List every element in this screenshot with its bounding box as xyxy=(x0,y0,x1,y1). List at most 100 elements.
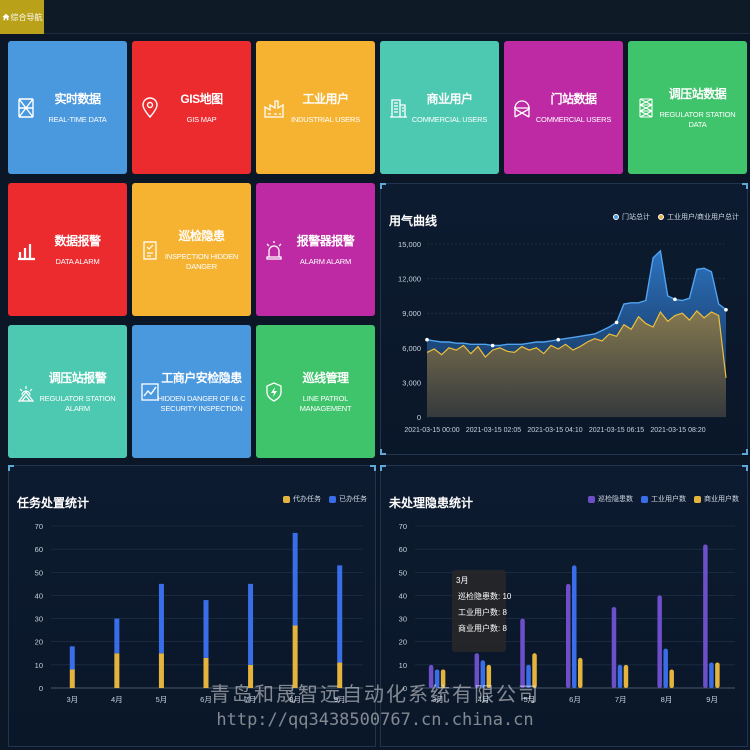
legend-item-done[interactable]: 已办任务 xyxy=(329,494,367,504)
task-stats-panel: 任务处置统计 代办任务 已办任务 0 10 20 30 40 50 60 70 3月 4月 5月 6月… xyxy=(8,465,376,747)
factory-icon xyxy=(264,99,284,118)
bar-inspection xyxy=(474,653,480,688)
map-pin-icon xyxy=(142,96,158,118)
tile-subtitle: INDUSTRIAL USERS xyxy=(290,115,361,124)
tile-subtitle: INSPECTION HIDDEN DANGER xyxy=(164,252,239,271)
x-tick-label: 3月 xyxy=(432,695,444,704)
regulator-tower-icon xyxy=(639,97,653,118)
tile-title: 调压站数据 xyxy=(668,87,727,101)
bar-industrial xyxy=(480,660,486,688)
y-tick-label: 60 xyxy=(35,545,43,554)
tile-text: 巡检隐患 INSPECTION HIDDEN DANGER xyxy=(132,227,251,272)
alarm-station-icon xyxy=(17,385,35,402)
y-tick-label: 0 xyxy=(39,684,43,693)
y-tick-label: 50 xyxy=(399,568,407,577)
tile-subtitle: REGULATOR STATION ALARM xyxy=(39,394,116,413)
y-tick-label: 6,000 xyxy=(402,344,421,353)
tile-text: 实时数据 REAL-TIME DATA xyxy=(8,90,127,125)
home-icon xyxy=(1,13,10,21)
nav-tile-12[interactable]: 巡线管理 LINE PATROL MANAGEMENT xyxy=(256,325,375,458)
tile-subtitle: REAL-TIME DATA xyxy=(48,115,107,124)
task-stats-chart[interactable]: 0 10 20 30 40 50 60 70 3月 4月 5月 6月 7月 8月 9月 xyxy=(9,506,375,746)
gas-curve-legend: 门站总计 工业用户/商业用户总计 xyxy=(613,212,739,222)
bar-industrial xyxy=(617,664,623,688)
legend-label: 商业用户数 xyxy=(704,496,739,503)
home-nav-label: 综合导航 xyxy=(10,12,43,22)
tooltip-row: 工业用户数: 8 xyxy=(456,607,507,618)
tooltip-month: 3月 xyxy=(456,576,469,585)
bar-done xyxy=(69,646,75,670)
tile-title: 巡线管理 xyxy=(302,371,349,385)
nav-tile-8[interactable]: 巡检隐患 INSPECTION HIDDEN DANGER xyxy=(132,183,251,316)
tile-subtitle: COMMERCIAL USERS xyxy=(535,115,612,124)
series-point xyxy=(724,307,728,312)
x-tick-label: 2021-03-15 04:10 xyxy=(527,427,582,434)
legend-label: 代办任务 xyxy=(293,496,321,503)
legend-label: 已办任务 xyxy=(339,496,367,503)
panel-corner xyxy=(380,465,386,471)
nav-tile-2[interactable]: GIS地图 GIS MAP xyxy=(132,41,251,174)
tile-subtitle: DATA ALARM xyxy=(55,257,100,266)
nav-tile-3[interactable]: 工业用户 INDUSTRIAL USERS xyxy=(256,41,375,174)
y-tick-label: 3,000 xyxy=(402,378,421,387)
tile-title: 商业用户 xyxy=(426,92,473,106)
tile-title: 工商户安检隐患 xyxy=(161,371,242,385)
bar-pending xyxy=(203,657,209,688)
bar-industrial xyxy=(709,662,714,688)
tile-title: 巡检隐患 xyxy=(178,229,225,243)
gas-curve-chart[interactable]: 0 3,000 6,000 9,000 12,000 15,000 2021-03-15 0… xyxy=(381,214,747,454)
nav-tile-11[interactable]: 工商户安检隐患 HIDDEN DANGER OF I& C SECURITY IN… xyxy=(132,325,251,458)
tooltip-row: 商业用户数: 8 xyxy=(456,623,507,634)
legend-item-industrial[interactable]: 工业用户数 xyxy=(641,494,686,504)
x-tick-label: 5月 xyxy=(523,695,535,704)
y-tick-label: 40 xyxy=(35,591,43,600)
y-tick-label: 40 xyxy=(399,591,407,600)
bar-commercial xyxy=(669,669,674,688)
x-tick-label: 2021-03-15 00:00 xyxy=(404,427,459,434)
legend-item-pending[interactable]: 代办任务 xyxy=(283,494,321,504)
x-tick-label: 2021-03-15 06:15 xyxy=(589,427,644,434)
bar-done xyxy=(158,583,164,654)
bar-commercial xyxy=(715,662,720,688)
nav-tile-4[interactable]: 商业用户 COMMERCIAL USERS xyxy=(380,41,499,174)
chart-check-icon xyxy=(141,382,159,401)
legend-item-inspection[interactable]: 巡检隐患数 xyxy=(588,494,633,504)
panel-corner xyxy=(742,183,748,189)
task-stats-legend: 代办任务 已办任务 xyxy=(283,494,367,504)
series-point xyxy=(614,320,619,325)
nav-tile-9[interactable]: 报警器报警 ALARM ALARM xyxy=(256,183,375,316)
task-stats-title: 任务处置统计 xyxy=(17,496,90,510)
tooltip-row-text: 工业用户数: 8 xyxy=(458,608,507,617)
bar-done xyxy=(248,583,254,665)
danger-stats-chart[interactable]: 0 10 20 30 40 50 60 70 3月 4月 5月 6月 7月 8月 9月 xyxy=(381,506,747,746)
legend-item-commercial[interactable]: 商业用户数 xyxy=(694,494,739,504)
nav-tile-6[interactable]: 调压站数据 REGULATOR STATION DATA xyxy=(628,41,747,174)
nav-tile-1[interactable]: 实时数据 REAL-TIME DATA xyxy=(8,41,127,174)
nav-tile-5[interactable]: 门站数据 COMMERCIAL USERS xyxy=(504,41,623,174)
bar-industrial xyxy=(663,648,668,688)
legend-item-gate-total[interactable]: 门站总计 xyxy=(613,212,650,222)
y-tick-label: 0 xyxy=(403,684,407,693)
panel-corner xyxy=(380,449,386,455)
tooltip-row-text: 巡检隐患数: 10 xyxy=(458,592,512,601)
clipboard-icon xyxy=(143,240,157,260)
siren-icon xyxy=(266,240,282,260)
tooltip-row: 巡检隐患数: 10 xyxy=(456,591,511,602)
home-nav-button[interactable]: 综合导航 xyxy=(0,0,44,34)
x-tick-label: 2021-03-15 08:20 xyxy=(650,427,705,434)
bar-industrial xyxy=(434,669,440,688)
bar-done xyxy=(114,618,120,654)
tooltip-row-text: 商业用户数: 8 xyxy=(458,624,507,633)
bar-commercial xyxy=(486,664,492,688)
x-tick-label: 4月 xyxy=(111,695,123,704)
nav-tile-10[interactable]: 调压站报警 REGULATOR STATION ALARM xyxy=(8,325,127,458)
tile-text: 工业用户 INDUSTRIAL USERS xyxy=(256,90,375,125)
y-tick-label: 60 xyxy=(399,545,407,554)
bar-inspection xyxy=(428,664,434,688)
tile-subtitle: REGULATOR STATION DATA xyxy=(659,110,736,129)
gate-station-icon xyxy=(514,99,530,118)
bar-pending xyxy=(292,625,298,688)
shield-bolt-icon xyxy=(266,381,282,402)
nav-tile-7[interactable]: 数据报警 DATA ALARM xyxy=(8,183,127,316)
legend-item-user-total[interactable]: 工业用户/商业用户总计 xyxy=(658,212,739,222)
